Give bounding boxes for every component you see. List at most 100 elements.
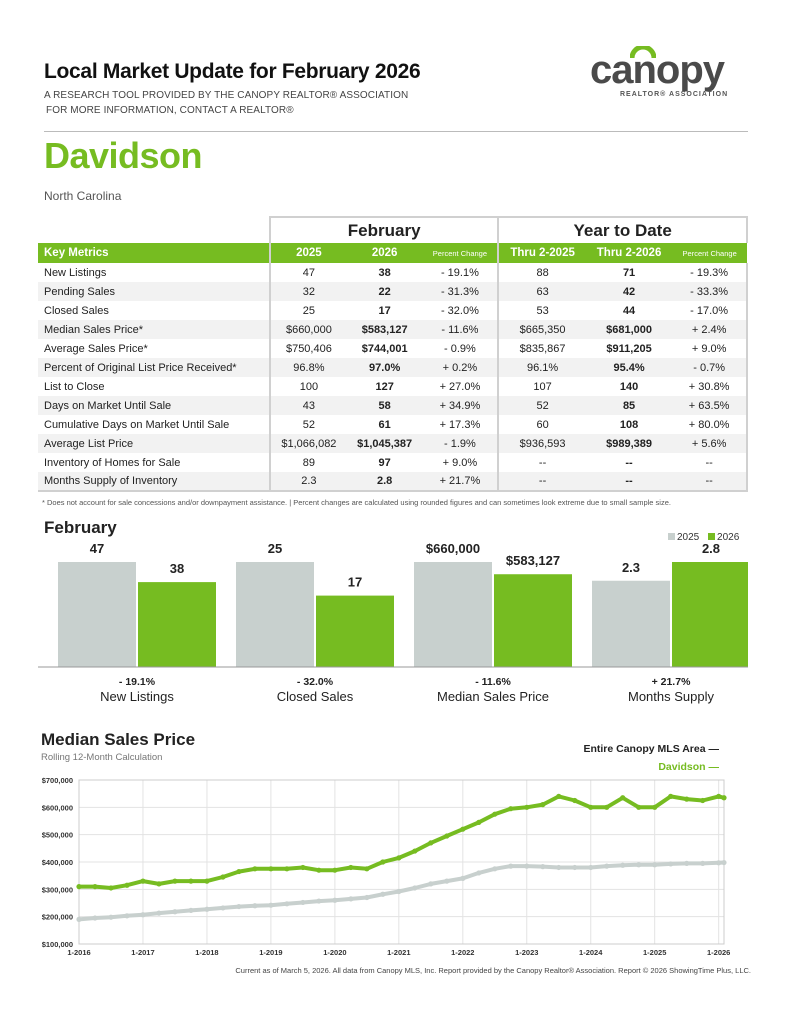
data-point	[236, 903, 242, 910]
legend-swatch-2026	[708, 533, 716, 540]
metric-value: --	[625, 456, 633, 469]
y-tick-label: $300,000	[42, 885, 73, 894]
x-tick-label: 1-2021	[387, 948, 410, 957]
metric-value: $660,000	[269, 320, 347, 339]
data-point	[204, 878, 210, 884]
data-point	[460, 875, 466, 881]
metric-value: --	[497, 453, 586, 472]
metric-label: Average List Price	[38, 434, 270, 453]
data-point	[380, 891, 386, 897]
divider	[44, 131, 748, 132]
metric-value: $681,000	[585, 320, 673, 339]
series-line-canopy	[78, 860, 725, 922]
column-header: Key Metrics	[38, 243, 270, 263]
data-point	[92, 915, 98, 921]
metric-value: --	[672, 453, 748, 472]
metric-value: - 17.0%	[672, 301, 748, 320]
metric-value: 108	[619, 418, 639, 431]
column-header: 2026	[346, 243, 423, 263]
data-point	[124, 913, 130, 919]
line-chart-subtitle: Rolling 12-Month Calculation	[41, 752, 163, 763]
data-point	[284, 866, 290, 872]
metric-value: + 27.0%	[439, 380, 481, 393]
metric-label: New Listings	[44, 266, 107, 279]
bar	[316, 595, 394, 667]
metric-value: $1,066,082	[269, 434, 347, 453]
x-tick-label: 1-2018	[195, 948, 218, 957]
bar-label: 25	[268, 541, 282, 556]
percent-change: - 32.0%	[297, 676, 334, 688]
metric-value: + 9.0%	[672, 339, 748, 358]
metric-value: - 19.1%	[440, 266, 479, 279]
canopy-logo: canopy REALTOR® ASSOCIATION	[590, 46, 750, 102]
column-header: Percent Change	[422, 243, 499, 263]
bar	[58, 562, 136, 667]
metric-value: + 34.9%	[422, 396, 499, 415]
metric-value: + 2.4%	[672, 320, 748, 339]
metric-value: + 21.7%	[422, 472, 499, 492]
metric-value: 97	[378, 456, 391, 469]
column-header: 2025	[269, 243, 347, 263]
metric-value: 89	[269, 453, 347, 472]
data-point	[268, 902, 274, 908]
percent-change: - 11.6%	[475, 676, 511, 688]
legend-davidson: Davidson —	[658, 761, 719, 773]
data-point	[316, 867, 322, 873]
data-point	[396, 888, 402, 895]
metric-value: + 63.5%	[672, 396, 748, 415]
data-point	[524, 863, 530, 869]
bar	[494, 574, 572, 667]
bar-legend: 2025 2026	[662, 532, 739, 543]
bar-label: 38	[170, 561, 184, 576]
x-tick-label: 1-2024	[579, 948, 603, 957]
metric-value: 52	[497, 396, 586, 415]
table-row: Inventory of Homes for Sale 89 97 + 9.0% -- -…	[38, 453, 748, 472]
table-row: Months Supply of Inventory 2.3 2.8 + 21.7% -…	[38, 472, 748, 492]
metric-value: --	[585, 472, 673, 492]
category-label: New Listings	[100, 689, 174, 704]
metric-value: + 17.3%	[439, 418, 481, 431]
metric-label: Average Sales Price*	[44, 342, 148, 355]
metric-value: 60	[497, 415, 586, 434]
data-point	[588, 804, 594, 810]
bar	[672, 562, 748, 667]
data-point	[348, 864, 354, 871]
data-point	[444, 878, 450, 884]
data-point	[92, 884, 98, 890]
x-tick-label: 1-2023	[515, 948, 538, 957]
metric-value: $936,593	[497, 434, 586, 453]
data-point	[508, 806, 514, 812]
data-point	[76, 884, 82, 890]
y-tick-label: $100,000	[42, 940, 73, 949]
y-tick-label: $700,000	[42, 776, 73, 785]
data-point	[700, 860, 706, 866]
data-point	[636, 804, 642, 810]
metric-value: 47	[269, 263, 347, 282]
data-point	[348, 896, 354, 902]
key-metrics-table: February Year to Date Key Metrics 2025 2026…	[38, 216, 748, 492]
data-point	[172, 878, 178, 884]
page-title: Local Market Update for February 2026	[44, 60, 421, 83]
metric-label: List to Close	[44, 380, 105, 393]
data-point	[236, 868, 242, 875]
x-tick-label: 1-2017	[131, 948, 154, 957]
data-point	[188, 907, 194, 913]
metric-value: - 0.7%	[672, 358, 748, 377]
metric-value: 88	[497, 263, 586, 282]
data-point	[140, 878, 146, 884]
percent-change: + 21.7%	[652, 676, 691, 688]
y-tick-label: $400,000	[42, 858, 73, 867]
metric-value: $665,350	[497, 320, 586, 339]
bar-label: 47	[90, 541, 104, 556]
data-point	[604, 804, 610, 810]
metric-value: --	[672, 472, 748, 492]
data-point	[524, 804, 530, 810]
y-tick-label: $500,000	[42, 831, 73, 840]
data-point	[508, 863, 514, 869]
legend-swatch-2025	[668, 533, 675, 540]
data-point	[412, 885, 418, 891]
metric-value: 107	[497, 377, 586, 396]
metric-value: $583,127	[346, 320, 423, 339]
metric-value: 140	[619, 380, 639, 393]
bar-label: 2.3	[622, 560, 640, 575]
